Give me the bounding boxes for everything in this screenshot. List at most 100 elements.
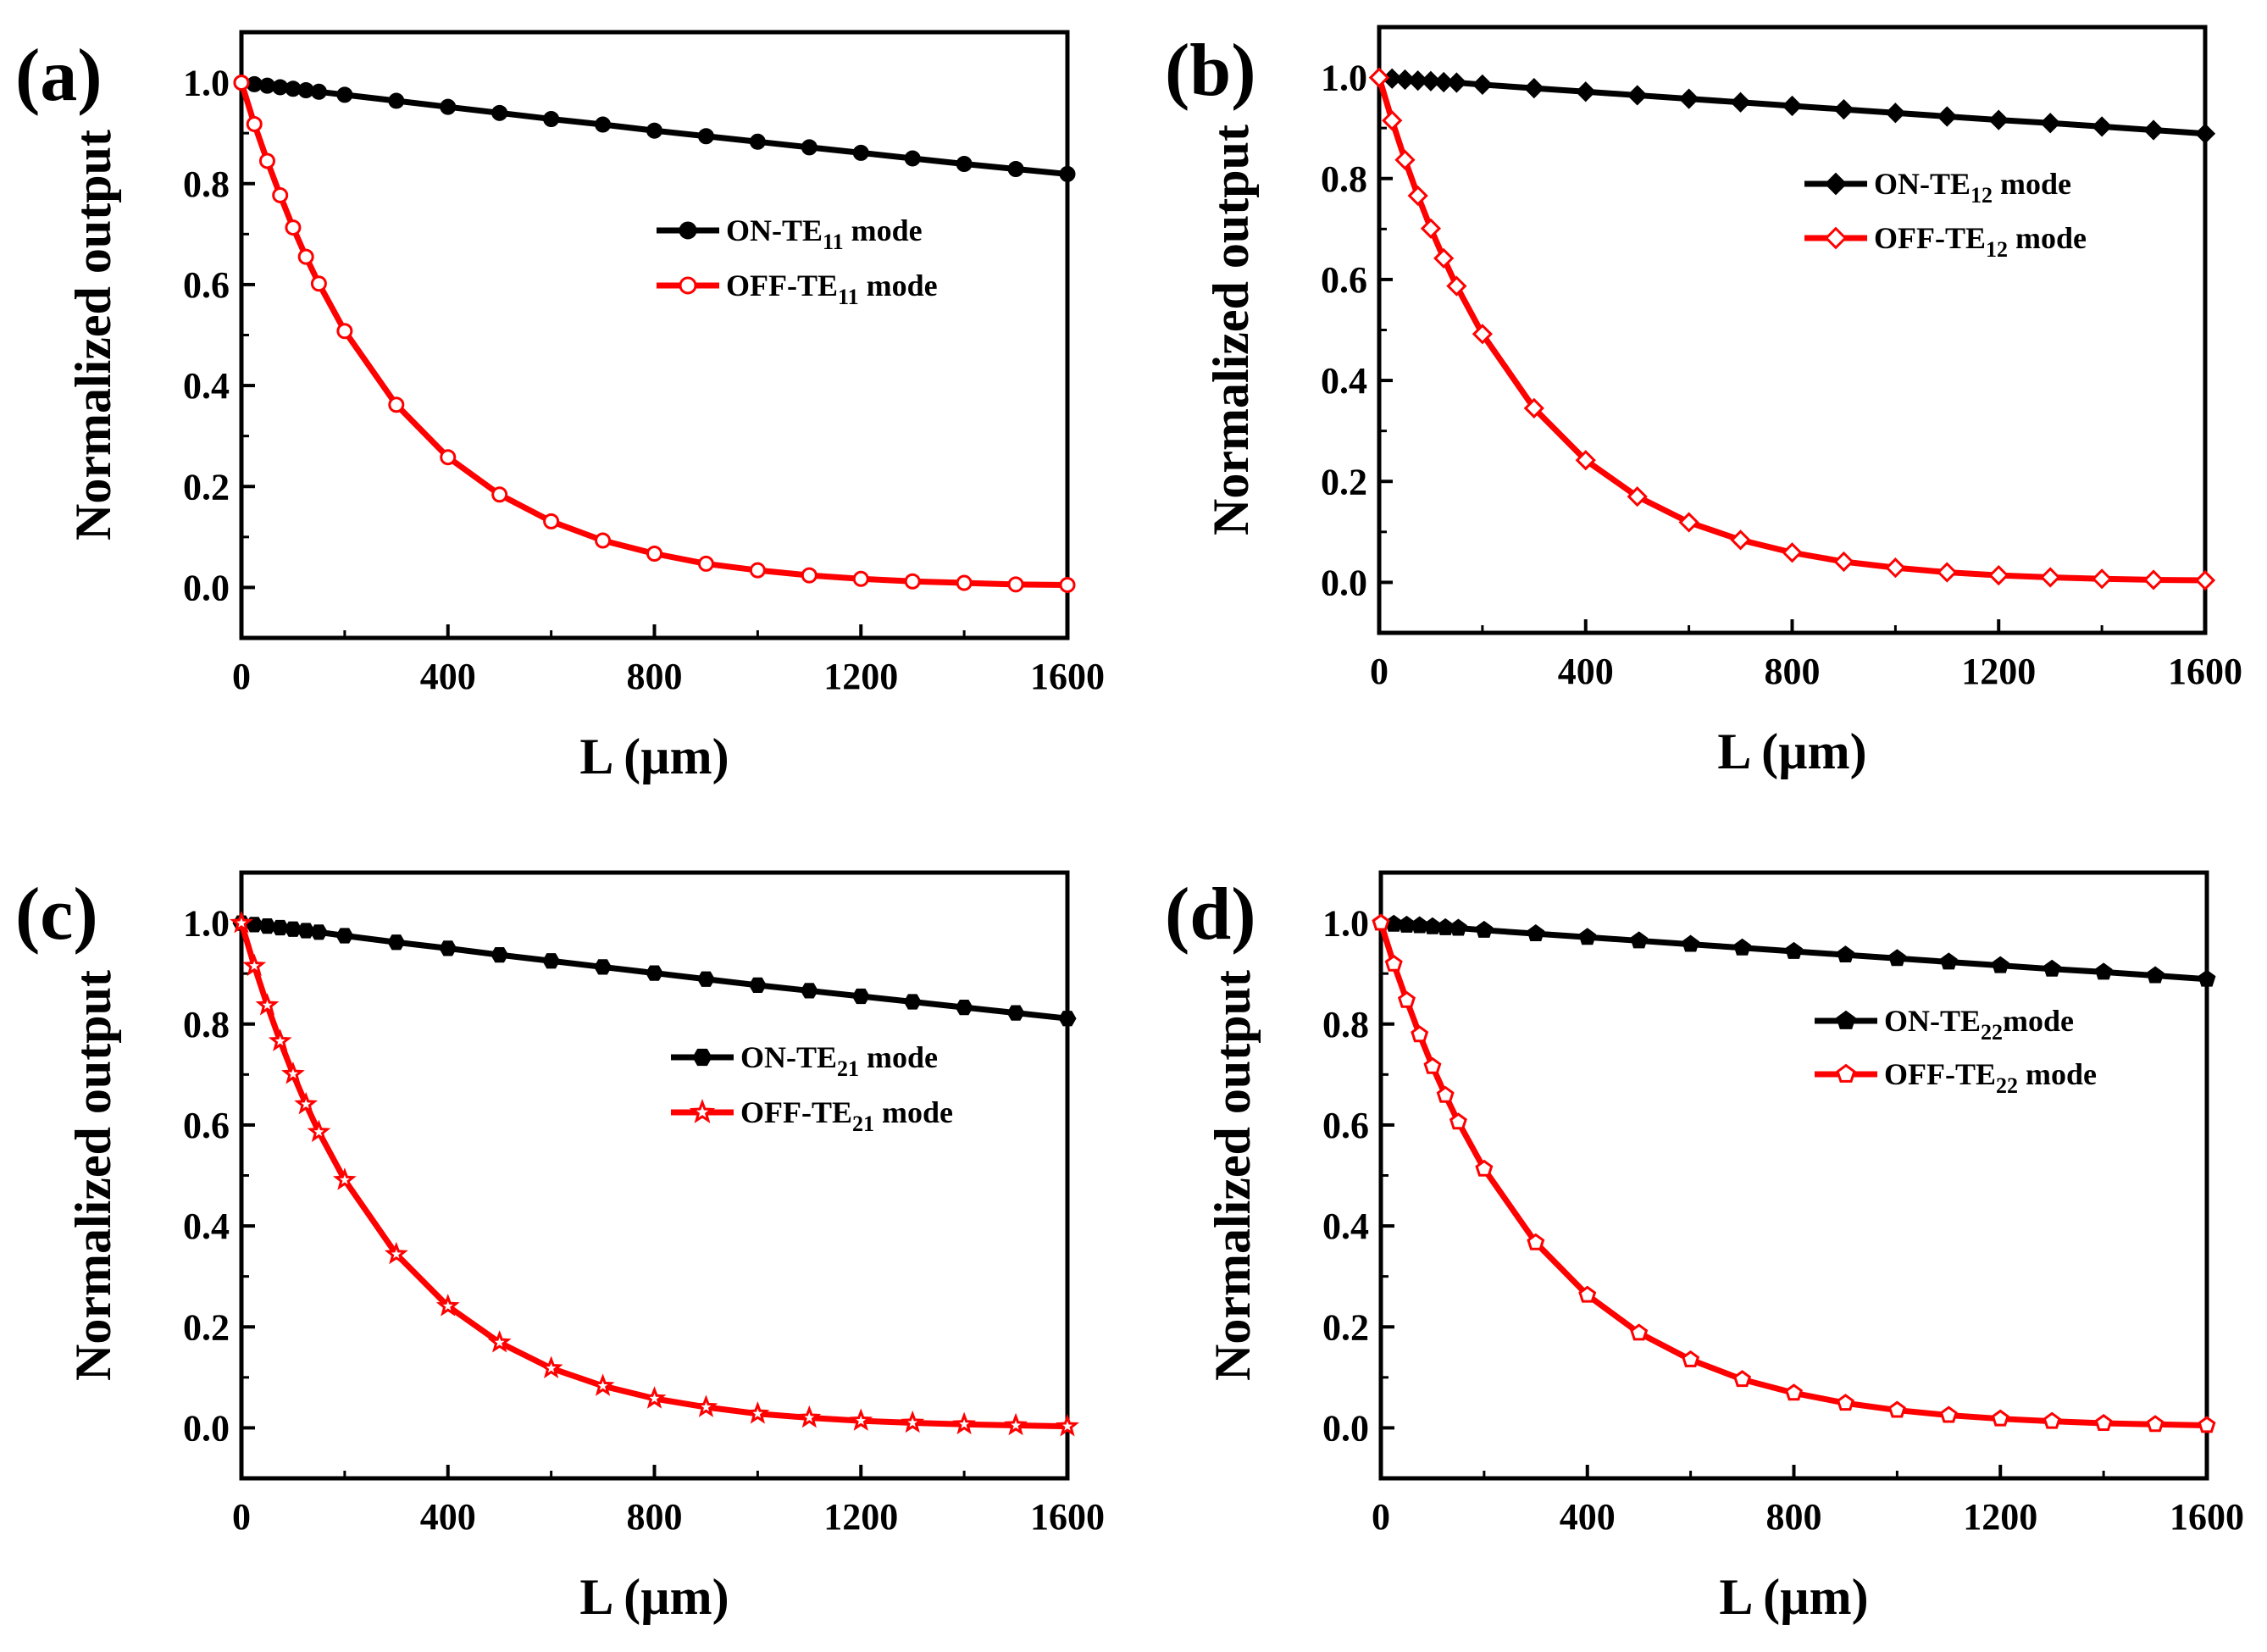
series-2	[233, 75, 1076, 593]
data-point	[272, 186, 289, 203]
data-point	[749, 133, 766, 150]
data-point	[1682, 1350, 1700, 1367]
data-point	[1007, 160, 1024, 177]
data-point	[1988, 564, 2009, 586]
data-point	[1472, 74, 1494, 96]
data-point	[1368, 67, 1390, 88]
data-point	[1446, 275, 1467, 297]
y-tick-label: 0.6	[1322, 1105, 1369, 1146]
data-point	[491, 486, 508, 503]
chart-panel-3: (c) 0 400 800 1200 1600 0.0 0.2 0.4 0.6 0.8 1.0 L (µ…	[15, 870, 1105, 1625]
data-point	[697, 555, 714, 572]
data-point	[435, 1294, 460, 1317]
data-point	[388, 92, 405, 109]
data-point	[543, 513, 560, 529]
legend-marker	[1836, 1063, 1856, 1083]
data-point	[309, 924, 328, 940]
legend-label: ON-TE21 mode	[740, 1040, 938, 1081]
data-point	[258, 77, 275, 94]
data-point	[487, 1330, 512, 1353]
series-1	[1368, 67, 2216, 144]
y-tick-label: 0.0	[1321, 562, 1367, 603]
data-point	[1059, 165, 1076, 182]
x-tick-label: 1600	[2168, 651, 2242, 692]
data-point	[2040, 113, 2061, 134]
data-point	[595, 532, 612, 549]
y-tick-label: 0.0	[183, 567, 230, 608]
data-point	[1472, 324, 1494, 345]
data-point	[310, 83, 327, 100]
series-2	[230, 910, 1079, 1437]
data-point	[1733, 1370, 1752, 1388]
data-point	[1575, 81, 1596, 103]
data-point	[1836, 945, 1854, 963]
data-point	[258, 918, 277, 934]
y-axis-title: Normalized output	[65, 970, 121, 1381]
y-tick-label: 0.8	[183, 1004, 230, 1045]
x-tick-label: 400	[420, 1496, 476, 1538]
data-point	[2146, 1415, 2164, 1433]
data-point	[904, 573, 921, 590]
data-point	[1784, 941, 1804, 959]
data-point	[285, 219, 302, 236]
series-1	[233, 75, 1076, 182]
data-point	[694, 1394, 718, 1417]
legend-marker	[1836, 1010, 1856, 1029]
data-point	[696, 971, 715, 987]
data-point	[384, 1241, 408, 1265]
data-point	[2146, 966, 2164, 984]
y-tick-label: 0.4	[1321, 360, 1367, 402]
data-point	[1411, 1025, 1429, 1043]
data-point	[851, 988, 870, 1005]
data-point	[852, 570, 869, 587]
chart-panel-4: (d) 0 400 800 1200 1600 0.0 0.2 0.4 0.6 0.8 1.0 L (µ…	[1165, 870, 2244, 1625]
data-point	[1407, 185, 1428, 207]
data-point	[849, 1408, 873, 1431]
data-point	[440, 98, 457, 115]
x-tick-label: 0	[232, 1496, 251, 1538]
data-point	[1527, 924, 1545, 942]
data-point	[1420, 218, 1442, 239]
y-axis-title: Normalized output	[65, 130, 121, 541]
data-point	[1475, 920, 1494, 938]
data-point	[258, 152, 275, 169]
series-2	[1368, 67, 2216, 591]
x-tick-label: 800	[627, 1496, 683, 1538]
data-point	[307, 1119, 331, 1143]
data-point	[595, 116, 612, 133]
data-point	[594, 959, 612, 975]
legend: ON-TE21 mode OFF-TE21 mode	[671, 1040, 953, 1136]
data-point	[1630, 931, 1649, 949]
data-point	[748, 977, 767, 993]
y-tick-label: 0.0	[183, 1407, 230, 1449]
data-point	[646, 545, 662, 562]
legend: ON-TE22mode OFF-TE22 mode	[1815, 1004, 2097, 1098]
data-point	[1523, 397, 1544, 419]
chart-panel-1: (a) 0 400 800 1200 1600 0.0 0.2 0.4 0.6 0.8 1.0 L (µ…	[15, 30, 1105, 784]
data-point	[335, 928, 354, 944]
legend-marker	[689, 1099, 716, 1123]
legend-marker	[1824, 226, 1848, 250]
data-point	[1058, 1011, 1077, 1027]
data-point	[1937, 106, 1958, 127]
y-tick-label: 0.6	[1321, 259, 1367, 301]
data-point	[440, 449, 457, 466]
data-point	[272, 79, 289, 96]
data-point	[797, 1405, 822, 1428]
panel-label: (b)	[1165, 30, 1256, 112]
y-tick-label: 0.4	[1322, 1206, 1369, 1247]
legend: ON-TE12 mode OFF-TE12 mode	[1804, 167, 2087, 262]
x-axis-title: L (µm)	[1717, 723, 1866, 779]
data-point	[491, 104, 508, 121]
data-point	[2040, 567, 2061, 588]
x-tick-label: 0	[1370, 651, 1388, 692]
data-point	[1433, 71, 1455, 93]
chart-panel-2: (b) 0 400 800 1200 1600 0.0 0.2 0.4 0.6 0.8 1.0 L (µ…	[1165, 25, 2242, 779]
data-point	[1991, 956, 2009, 973]
data-point	[1782, 542, 1803, 563]
x-tick-label: 400	[1560, 1496, 1616, 1538]
data-point	[956, 156, 973, 173]
data-point	[539, 1355, 563, 1378]
data-point	[1833, 98, 1854, 120]
data-point	[2092, 568, 2113, 590]
